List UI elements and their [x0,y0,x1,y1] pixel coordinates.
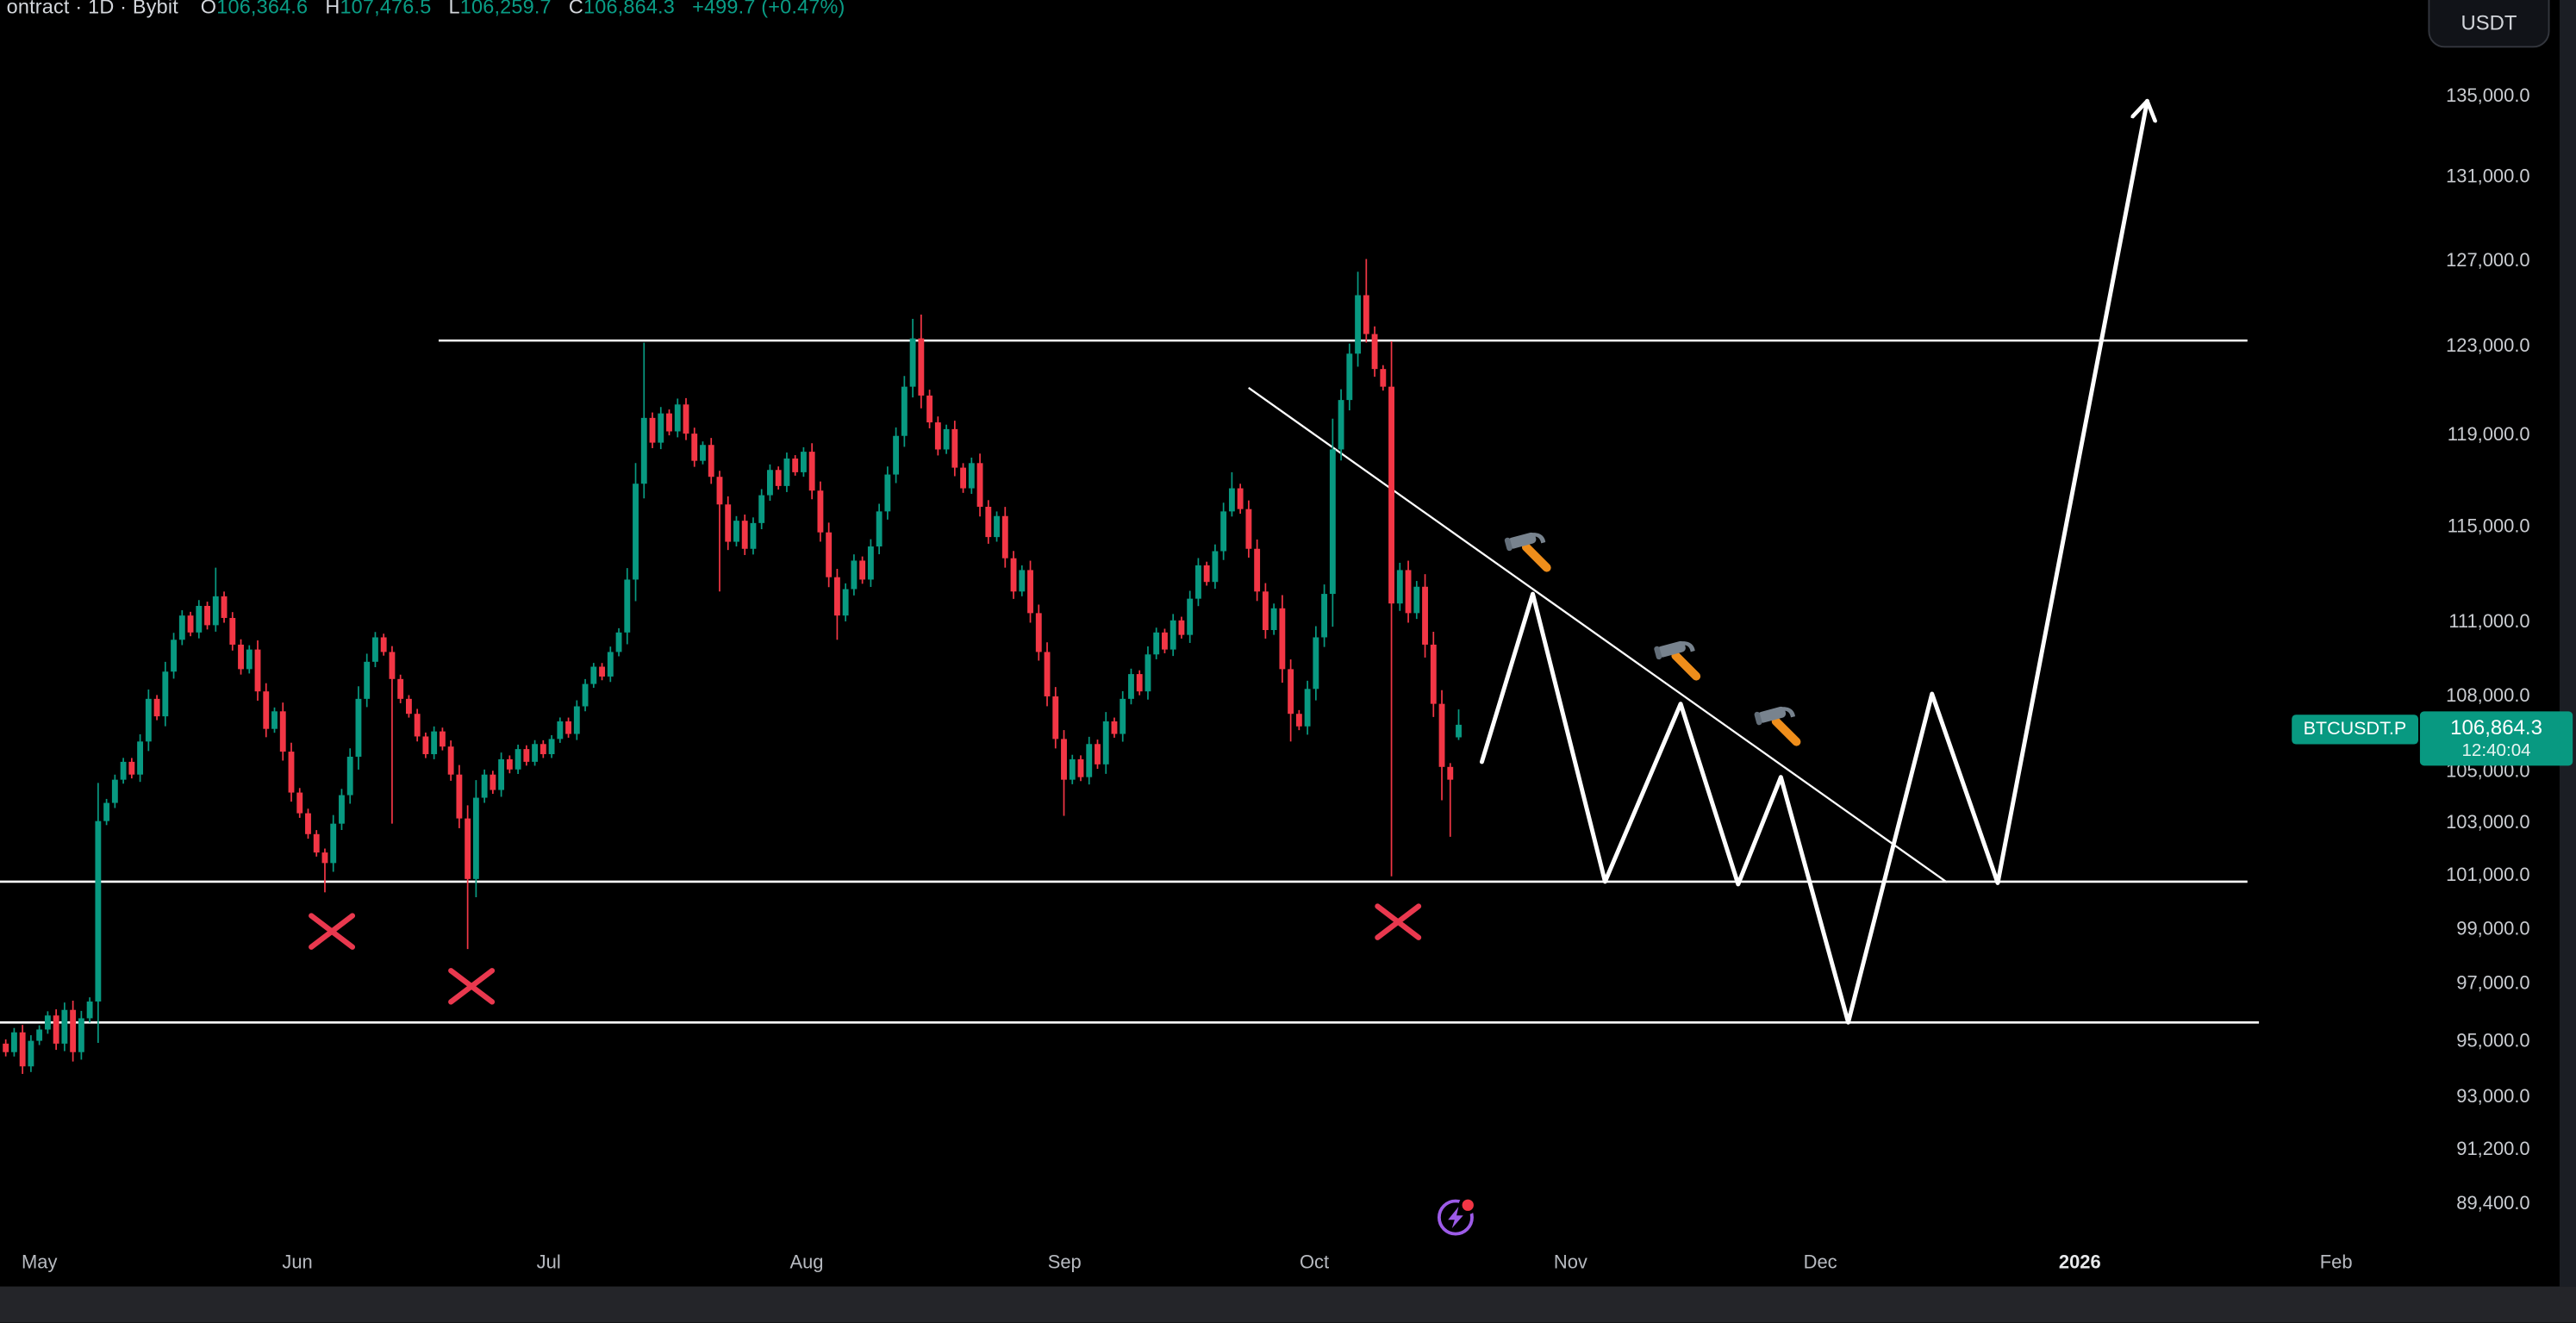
descending-trendline[interactable] [1248,387,1948,883]
bar-countdown-timer: 12:40:04 [2461,740,2531,760]
notification-dot [1462,1199,1474,1211]
price-tick-label: 119,000.0 [2447,426,2530,446]
time-tick-label-jul: Jul [536,1252,561,1273]
price-tick-label: 99,000.0 [2456,920,2530,940]
symbol-badge-text: BTCUSDT.P [2303,718,2407,739]
separator-dot: · [75,0,83,18]
hammer-icon-3[interactable] [1754,702,1801,746]
symbol-fragment[interactable]: ontract [6,0,70,18]
price-tick-label: 91,200.0 [2456,1140,2530,1161]
x-cross-mark-2[interactable] [448,968,496,1005]
price-tick-label: 105,000.0 [2446,762,2530,783]
price-tick-label: 93,000.0 [2456,1088,2530,1108]
projection-path[interactable] [1479,98,2147,1025]
x-cross-mark-3[interactable] [1375,903,1422,940]
high-value: H107,476.5 [325,0,432,18]
price-tick-label: 115,000.0 [2447,517,2530,538]
change-value: +499.7 (+0.47%) [692,0,845,18]
hammer-icon-1[interactable] [1504,528,1551,572]
last-price-badge: 106,864.3 12:40:04 [2419,711,2573,766]
time-tick-label-dec: Dec [1803,1252,1837,1273]
symbol-legend[interactable]: ontract · 1D · Bybit [7,0,178,18]
price-tick-label: 108,000.0 [2446,686,2530,707]
bottom-toolbar-strip [0,1285,2576,1323]
right-edge-strip [2559,0,2576,1286]
open-value: O106,364.6 [200,0,309,18]
time-tick-label-aug: Aug [789,1252,824,1273]
time-tick-label-may: May [22,1252,58,1273]
timeframe-label[interactable]: 1D [88,0,115,18]
symbol-price-label-badge: BTCUSDT.P [2292,714,2418,744]
price-tick-label: 131,000.0 [2446,168,2530,188]
x-cross-mark-1[interactable] [309,913,356,950]
price-tick-label: 95,000.0 [2456,1031,2530,1052]
time-tick-label-sep: Sep [1047,1252,1082,1273]
flash-event-icon[interactable] [1437,1195,1477,1236]
low-value: L106,259.7 [448,0,552,18]
currency-usdt-label: USDT [2461,11,2517,35]
candles-series [3,259,1462,1074]
time-tick-label-oct: Oct [1299,1252,1330,1273]
hammer-icon-2[interactable] [1654,637,1701,681]
time-scale[interactable]: May Jun Jul Aug Sep Oct Nov Dec 2026 Feb [0,1243,2576,1286]
separator-dot: · [120,0,128,18]
price-tick-label: 127,000.0 [2446,251,2530,271]
price-tick-label: 97,000.0 [2456,975,2530,995]
time-tick-label-jun: Jun [282,1252,313,1273]
price-tick-label: 103,000.0 [2446,814,2530,834]
price-tick-label: 135,000.0 [2446,87,2530,108]
time-tick-label-feb: Feb [2319,1252,2353,1273]
price-tick-label: 123,000.0 [2446,337,2530,358]
horizontal-level-lines[interactable] [0,339,2260,1024]
last-price-value: 106,864.3 [2450,716,2542,740]
close-value: C106,864.3 [568,0,675,18]
exchange-label[interactable]: Bybit [132,0,179,18]
price-scale[interactable]: 135,000.0 131,000.0 127,000.0 123,000.0 119,… [2288,0,2576,1242]
time-tick-label-2026: 2026 [2058,1252,2101,1273]
ohlc-info-bar: ontract · 1D · Bybit O106,364.6 H107,476… [7,0,857,18]
price-tick-label: 101,000.0 [2446,866,2530,887]
price-tick-label: 89,400.0 [2456,1194,2530,1214]
currency-usdt-button[interactable]: USDT [2428,0,2550,48]
price-tick-label: 111,000.0 [2448,613,2530,633]
time-tick-label-nov: Nov [1553,1252,1587,1273]
